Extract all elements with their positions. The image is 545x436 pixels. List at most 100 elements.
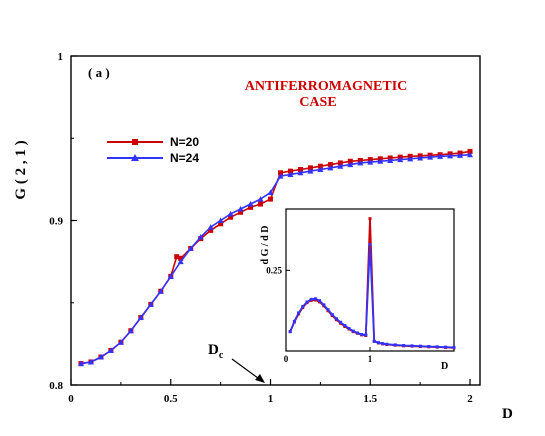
point-N=24 [187, 245, 194, 251]
point-N=24 [317, 166, 324, 173]
inset-point-N=24 [418, 344, 422, 348]
inset-point-N=24 [313, 297, 317, 301]
inset-point-N=24 [292, 319, 296, 323]
point-N=24 [147, 301, 154, 307]
point-N=20 [174, 254, 180, 260]
point-N=20 [277, 170, 283, 176]
point-N=20 [268, 196, 274, 202]
legend-label-n20: N=20 [170, 135, 199, 149]
y-axis-label: G ( 2 , 1 ) [13, 140, 29, 199]
x-tick-label-2: 1 [268, 393, 274, 405]
series-line-N=24 [80, 153, 471, 365]
inset-point-N=24 [364, 333, 368, 337]
point-N=20 [248, 204, 254, 210]
point-N=24 [217, 217, 224, 223]
point-N=20 [228, 214, 234, 220]
critical-label-main: D [208, 342, 219, 358]
inset-point-N=24 [318, 299, 322, 303]
inset-y-tick-label-0: 0.25 [266, 265, 282, 275]
point-N=20 [258, 201, 264, 207]
critical-label-sub: c [219, 350, 224, 361]
point-N=24 [297, 169, 304, 176]
inset-point-N=24 [452, 345, 456, 349]
point-N=24 [357, 159, 364, 166]
point-N=24 [267, 189, 274, 196]
inset-point-N=24 [305, 300, 309, 304]
point-N=24 [87, 358, 94, 365]
critical-arrowhead [255, 374, 265, 383]
point-N=24 [157, 288, 164, 294]
point-N=24 [167, 273, 174, 279]
point-N=24 [237, 205, 244, 212]
inset-point-N=24 [410, 344, 414, 348]
point-N=24 [427, 154, 434, 160]
inset-point-N=24 [322, 303, 326, 307]
legend: N=20 N=24 [107, 135, 199, 165]
inset-point-N=24 [301, 304, 305, 308]
point-N=20 [317, 163, 323, 169]
inset-y-label: d G / d D [260, 226, 271, 265]
critical-label: Dc [208, 342, 224, 361]
point-N=24 [377, 158, 384, 164]
main-axis-ticks: 0 0.5 1 1.5 2 0.8 0.9 1 [49, 51, 473, 405]
annotation-line-1: ANTIFERROMAGNETIC [245, 79, 408, 94]
point-N=24 [397, 156, 404, 163]
point-N=24 [417, 154, 424, 161]
point-N=24 [457, 152, 464, 158]
point-N=20 [218, 221, 224, 227]
point-N=20 [287, 168, 293, 174]
inset-point-N=24 [393, 343, 397, 347]
point-N=20 [307, 165, 313, 171]
point-N=24 [97, 354, 104, 360]
point-N=24 [467, 151, 474, 158]
legend-label-n24: N=24 [170, 151, 199, 165]
inset-point-N=24 [339, 320, 343, 324]
point-N=24 [327, 164, 334, 171]
inset-x-tick-label-0: 0 [284, 354, 289, 364]
point-N=24 [347, 161, 354, 168]
panel-label: ( a ) [88, 65, 110, 80]
point-N=24 [337, 163, 344, 169]
inset-point-N=24 [347, 326, 351, 330]
annotation-line-2: CASE [299, 95, 336, 110]
point-N=24 [307, 168, 314, 174]
point-N=24 [137, 314, 144, 321]
point-N=20 [327, 162, 333, 168]
point-N=24 [387, 157, 394, 163]
point-N=24 [127, 327, 134, 334]
point-N=20 [347, 158, 353, 164]
point-N=24 [177, 258, 184, 265]
inset-point-N=24 [444, 345, 448, 349]
point-N=20 [178, 255, 184, 261]
point-N=24 [447, 152, 454, 159]
point-N=24 [107, 347, 114, 353]
inset-point-N=24 [376, 341, 380, 345]
inset-point-N=24 [381, 342, 385, 346]
inset-point-N=24 [288, 330, 292, 334]
x-tick-label-0: 0 [68, 393, 74, 405]
inset-axis-ticks: 0 10.25 [266, 265, 373, 364]
y-tick-label-1: 0.9 [49, 216, 63, 228]
inset-point-N=24 [435, 345, 439, 349]
inset-point-N=24 [326, 308, 330, 312]
point-N=24 [207, 224, 214, 230]
inset-point-N=24 [334, 317, 338, 321]
x-tick-label-1: 0.5 [164, 393, 178, 405]
point-N=20 [238, 209, 244, 215]
inset-point-N=24 [309, 297, 313, 301]
point-N=24 [77, 360, 84, 367]
point-N=20 [297, 167, 303, 173]
inset-point-N=24 [385, 342, 389, 346]
inset-point-N=24 [368, 243, 372, 246]
point-N=24 [287, 171, 294, 177]
legend-marker-n24 [131, 154, 139, 161]
point-N=20 [337, 160, 343, 166]
inset-point-N=24 [360, 333, 364, 337]
inset-point-N=24 [372, 339, 376, 343]
inset-point-N=24 [330, 313, 334, 317]
point-N=24 [117, 339, 124, 345]
point-N=24 [277, 173, 284, 179]
inset-x-tick-label-1: 1 [368, 354, 373, 364]
point-N=24 [247, 201, 254, 207]
